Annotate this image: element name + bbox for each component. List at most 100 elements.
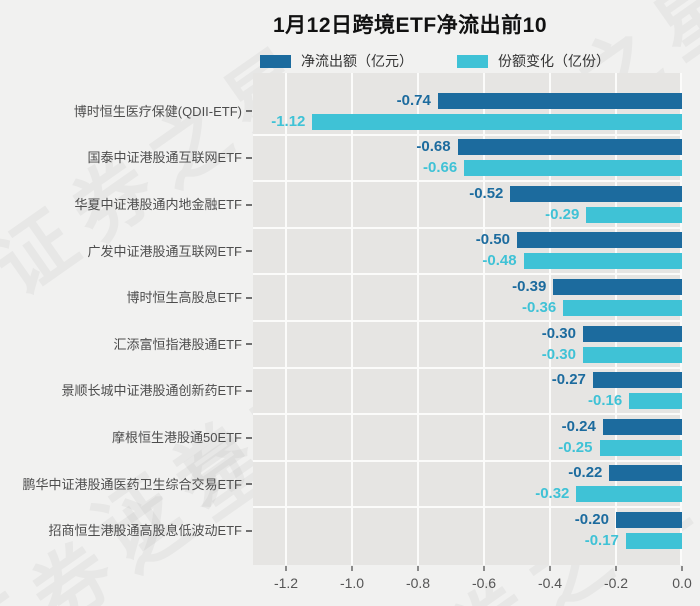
y-axis-tick [246,529,252,532]
net-outflow-bar [553,278,682,295]
share-change-bar [583,346,682,363]
share-change-bar [576,486,682,503]
category-label: 博时恒生高股息ETF [126,290,242,306]
share-change-bar [464,160,682,177]
gridline [285,73,287,565]
band-separator [253,180,682,183]
band-separator [253,459,682,462]
plot-area: -0.74 -1.12 -0.68 -0.66 -0.52 -0.29 -0.50 -0.48… [253,73,682,565]
x-axis-tick-label: -1.2 [273,575,299,591]
category-label: 招商恒生港股通高股息低波动ETF [48,523,242,539]
net-outflow-bar [517,232,682,249]
bar-value-label: -0.48 [482,252,517,270]
y-axis-tick [246,296,252,299]
net-outflow-bar [616,511,682,528]
bar-value-label: -0.27 [551,371,586,389]
net-outflow-bar [592,372,682,389]
net-outflow-bar [602,418,682,435]
category-label: 国泰中证港股通互联网ETF [87,150,242,166]
y-axis-tick [246,436,252,439]
net-outflow-bar [609,465,682,482]
x-axis-tick-label: -1.0 [339,575,365,591]
y-axis-tick [246,250,252,253]
band-separator [253,273,682,276]
bar-value-label: -0.20 [574,510,609,528]
bar-value-label: -0.36 [522,298,557,316]
y-axis-tick [246,110,252,113]
y-axis-tick [246,156,252,159]
category-label: 广发中证港股通互联网ETF [87,243,242,259]
legend-label: 净流出额（亿元） [301,53,413,69]
bar-value-label: -0.16 [588,392,623,410]
bar-value-label: -0.32 [535,485,570,503]
share-change-bar [586,206,682,223]
category-label: 汇添富恒指港股通ETF [113,336,242,352]
bar-value-label: -0.74 [396,91,431,109]
share-change-bar [625,532,682,549]
share-change-bar [563,299,682,316]
x-axis-tick [615,566,617,571]
x-axis-tick [351,566,353,571]
y-axis-tick [246,203,252,206]
chart-legend: 净流出额（亿元） 份额变化（亿份） [135,51,700,71]
gridline [615,73,617,565]
bar-value-label: -0.50 [475,231,510,249]
x-axis-tick [285,566,287,571]
share-change-bar [629,393,682,410]
chart-title: 1月12日跨境ETF净流出前10 [272,14,548,37]
bar-value-label: -0.52 [469,184,504,202]
legend-label: 份额变化（亿份） [498,53,610,69]
x-axis-tick [483,566,485,571]
share-change-bar [312,113,682,130]
x-axis-tick-label: -0.2 [603,575,629,591]
y-axis-tick [246,343,252,346]
category-label: 鹏华中证港股通医药卫生综合交易ETF [22,476,242,492]
bar-value-label: -0.30 [541,324,576,342]
x-axis-tick-label: -0.4 [537,575,563,591]
category-label: 摩根恒生港股通50ETF [111,430,242,445]
bar-value-label: -0.68 [416,138,451,156]
category-label: 博时恒生医疗保健(QDII-ETF) [73,103,242,119]
band-separator [253,133,682,136]
gridline [549,73,551,565]
net-outflow-bar [583,325,682,342]
band-separator [253,320,682,322]
bar-value-label: -0.39 [512,277,547,295]
bar-value-label: -0.25 [558,438,593,456]
net-outflow-bar [510,185,682,202]
bar-value-label: -1.12 [271,112,306,130]
x-axis-tick [549,566,551,571]
net-outflow-swatch-icon [260,54,291,68]
gridline [483,73,485,565]
share-change-bar [599,439,682,456]
share-change-swatch-icon [457,54,488,68]
gridline [351,73,353,565]
x-axis-tick-label: -0.8 [405,575,431,591]
gridline [680,73,682,565]
x-axis-tick [417,566,419,571]
share-change-bar [523,253,682,270]
band-separator [253,366,682,369]
gridline [417,73,419,565]
y-axis-tick [246,483,252,486]
bar-value-label: -0.29 [545,205,580,223]
bar-value-label: -0.17 [584,531,619,549]
bar-value-label: -0.66 [423,159,458,177]
bar-value-label: -0.24 [561,417,596,435]
y-axis-tick [246,389,252,392]
legend-item-share-change: 份额变化（亿份） [457,51,610,71]
net-outflow-bar [457,139,682,156]
band-separator [253,413,682,416]
bar-value-label: -0.30 [541,345,576,363]
x-axis-tick-label: 0.0 [672,575,692,591]
band-separator [253,226,682,229]
bar-value-label: -0.22 [568,464,603,482]
legend-item-net-outflow: 净流出额（亿元） [260,51,413,71]
x-axis-tick [681,566,683,571]
category-label: 景顺长城中证港股通创新药ETF [61,383,242,399]
net-outflow-bar [437,92,682,109]
x-axis-tick-label: -0.6 [471,575,497,591]
category-label: 华夏中证港股通内地金融ETF [74,197,242,212]
band-separator [253,506,682,509]
